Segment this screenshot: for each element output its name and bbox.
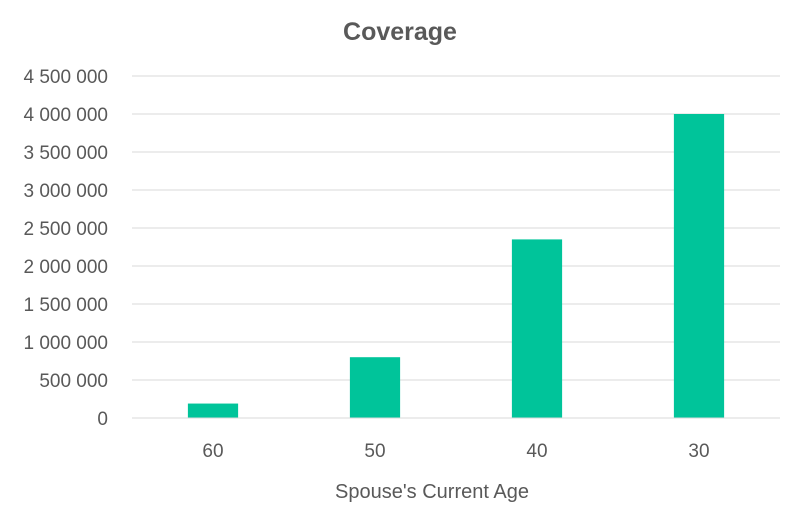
bar-age-50 bbox=[350, 357, 400, 418]
y-tick-label: 0 bbox=[97, 409, 108, 430]
x-axis-title: Spouse's Current Age bbox=[335, 481, 529, 503]
x-tick-label: 40 bbox=[526, 441, 547, 462]
y-tick-label: 3 000 000 bbox=[23, 181, 108, 202]
y-tick-label: 4 500 000 bbox=[23, 67, 108, 88]
y-tick-label: 4 000 000 bbox=[23, 105, 108, 126]
y-tick-label: 2 500 000 bbox=[23, 219, 108, 240]
x-axis-tick-labels: 60 50 40 30 bbox=[202, 441, 709, 462]
y-axis-tick-labels: 0 500 000 1 000 000 1 500 000 2 000 000 2 500… bbox=[23, 67, 108, 430]
y-tick-label: 1 500 000 bbox=[23, 295, 108, 316]
x-tick-label: 60 bbox=[202, 441, 223, 462]
x-tick-label: 50 bbox=[364, 441, 385, 462]
y-tick-label: 500 000 bbox=[39, 371, 108, 392]
bar-age-40 bbox=[512, 239, 562, 418]
y-tick-label: 1 000 000 bbox=[23, 333, 108, 354]
bar-age-60 bbox=[188, 404, 238, 418]
y-tick-label: 3 500 000 bbox=[23, 143, 108, 164]
x-tick-label: 30 bbox=[688, 441, 709, 462]
chart-title: Coverage bbox=[343, 18, 457, 46]
bar-age-30 bbox=[674, 114, 724, 418]
y-tick-label: 2 000 000 bbox=[23, 257, 108, 278]
